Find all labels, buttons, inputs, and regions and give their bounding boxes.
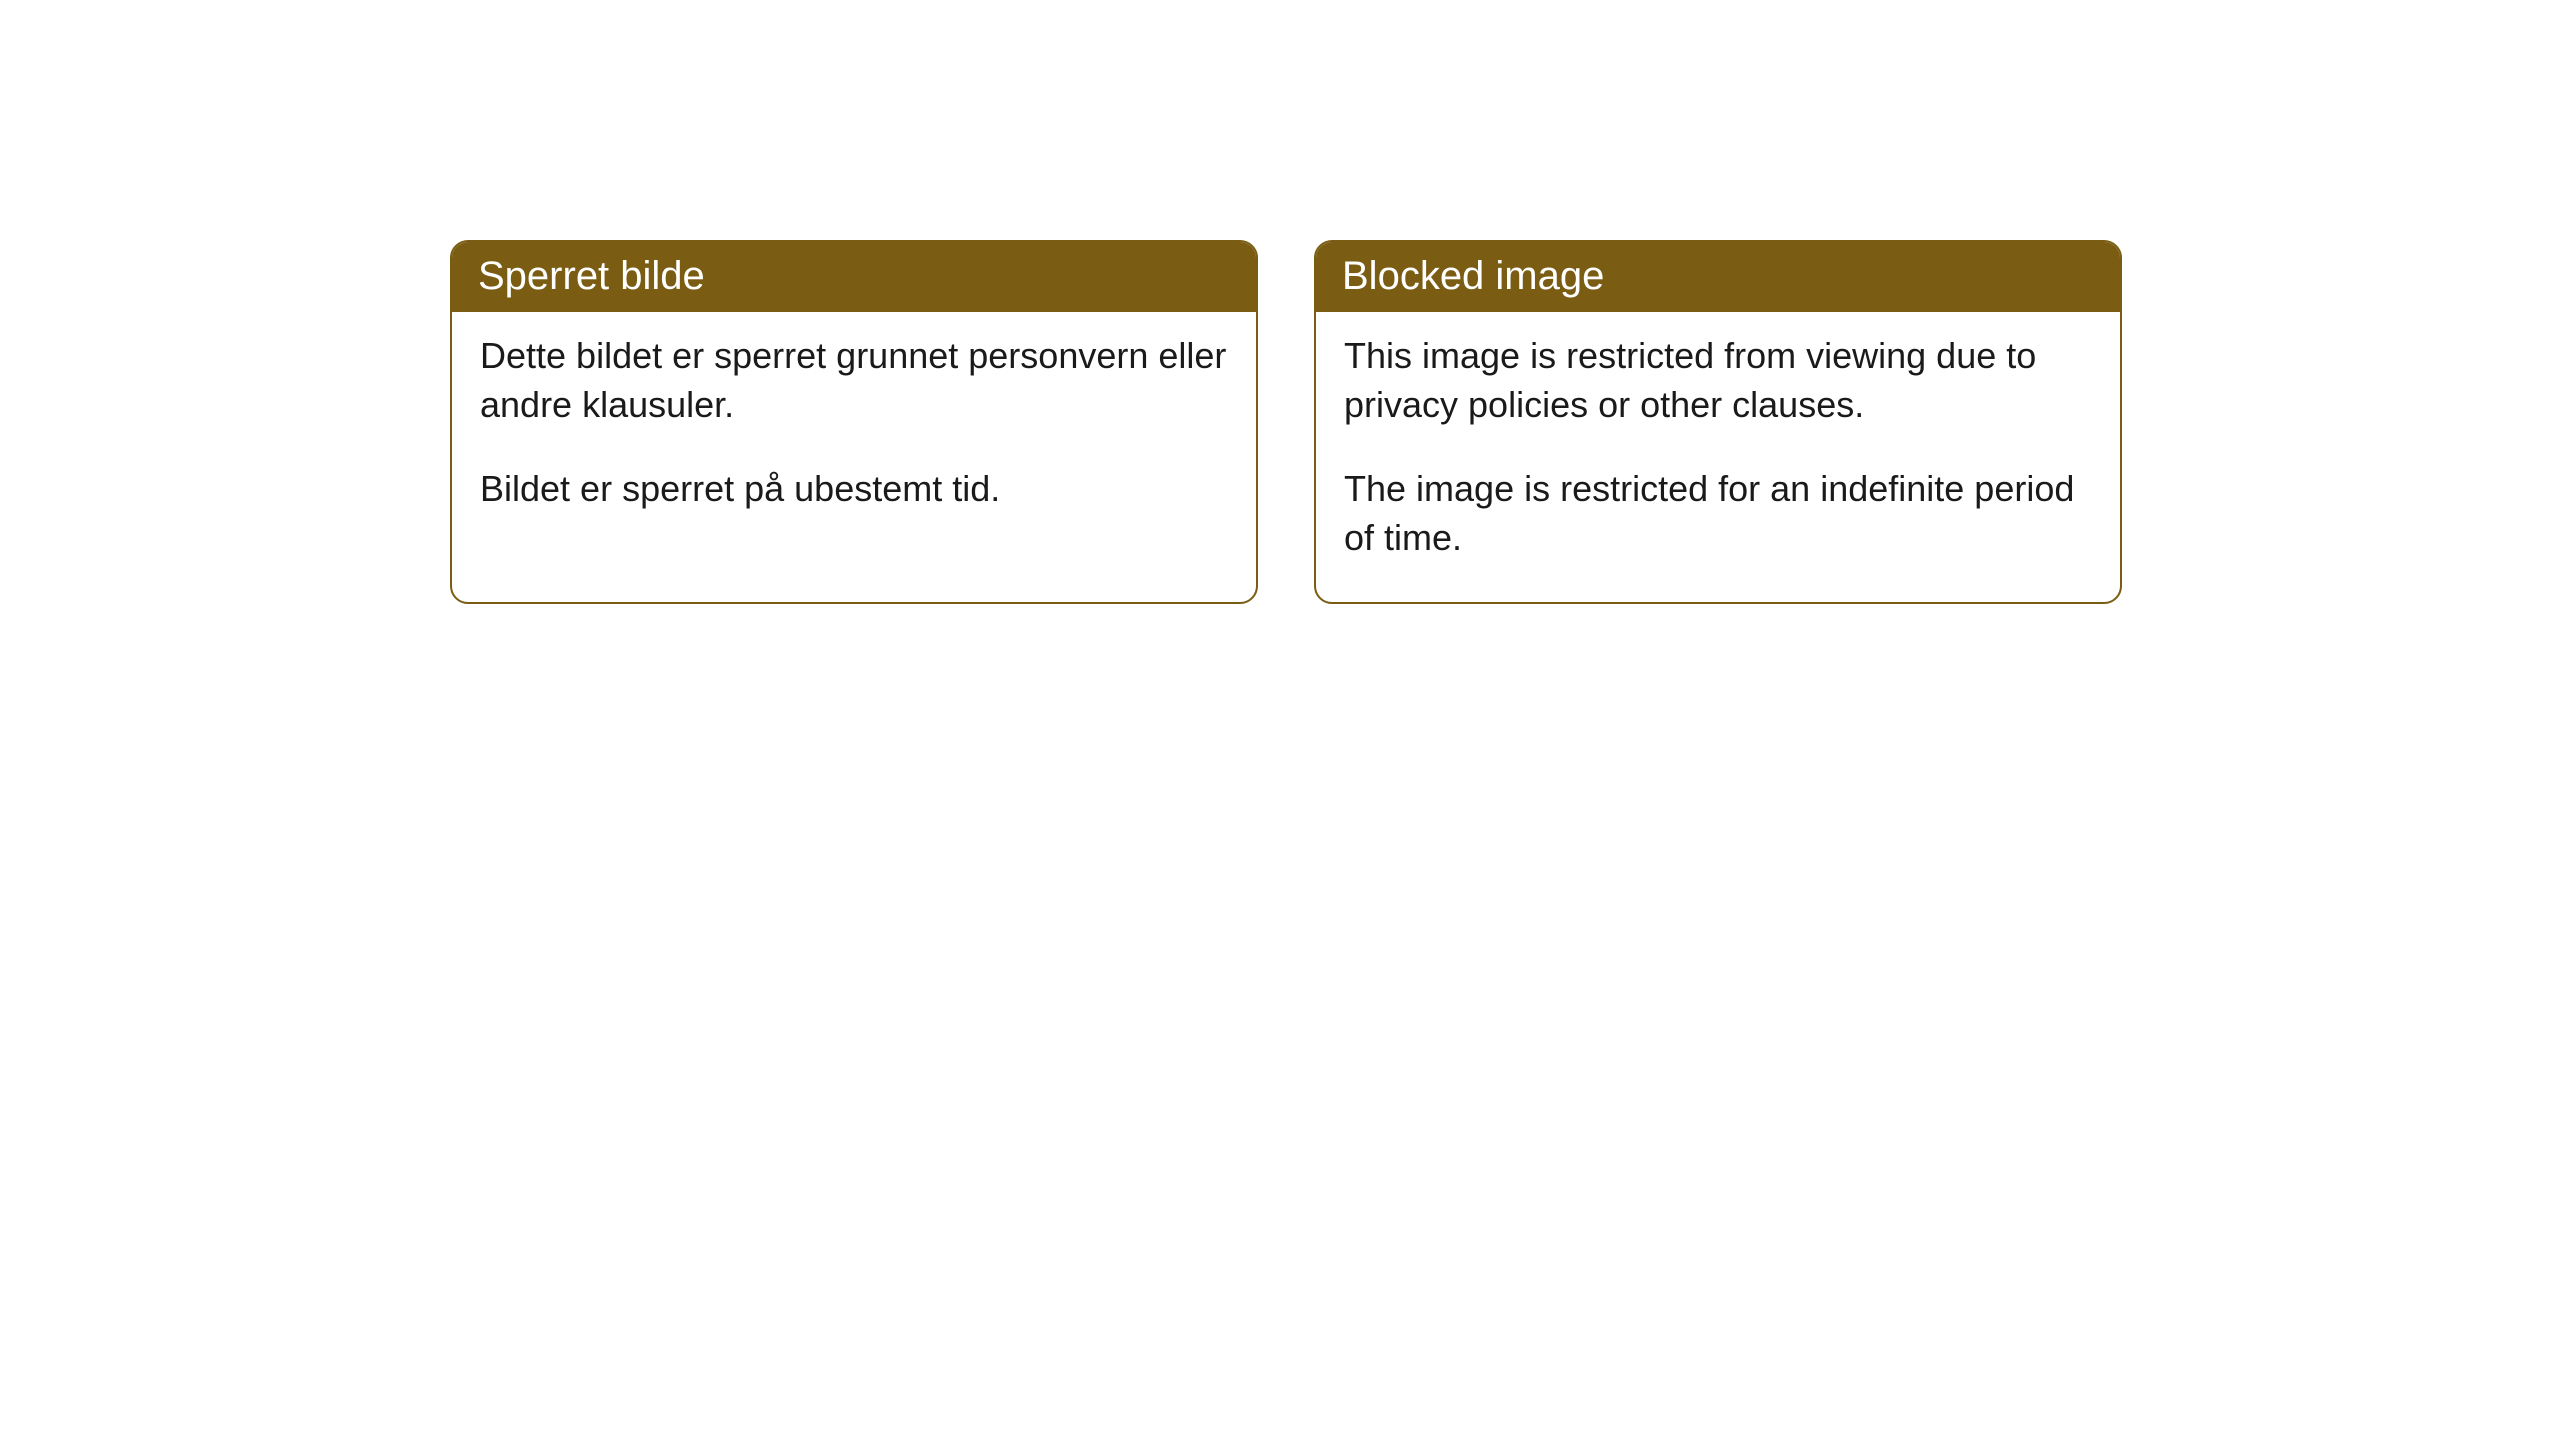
card-paragraph: Dette bildet er sperret grunnet personve… bbox=[480, 332, 1228, 429]
card-title: Blocked image bbox=[1316, 242, 2120, 312]
card-paragraph: The image is restricted for an indefinit… bbox=[1344, 465, 2092, 562]
card-title: Sperret bilde bbox=[452, 242, 1256, 312]
card-paragraph: Bildet er sperret på ubestemt tid. bbox=[480, 465, 1228, 514]
card-paragraph: This image is restricted from viewing du… bbox=[1344, 332, 2092, 429]
notice-card-english: Blocked image This image is restricted f… bbox=[1314, 240, 2122, 604]
notice-cards-container: Sperret bilde Dette bildet er sperret gr… bbox=[450, 240, 2122, 604]
card-body: This image is restricted from viewing du… bbox=[1316, 312, 2120, 602]
card-body: Dette bildet er sperret grunnet personve… bbox=[452, 312, 1256, 554]
notice-card-norwegian: Sperret bilde Dette bildet er sperret gr… bbox=[450, 240, 1258, 604]
